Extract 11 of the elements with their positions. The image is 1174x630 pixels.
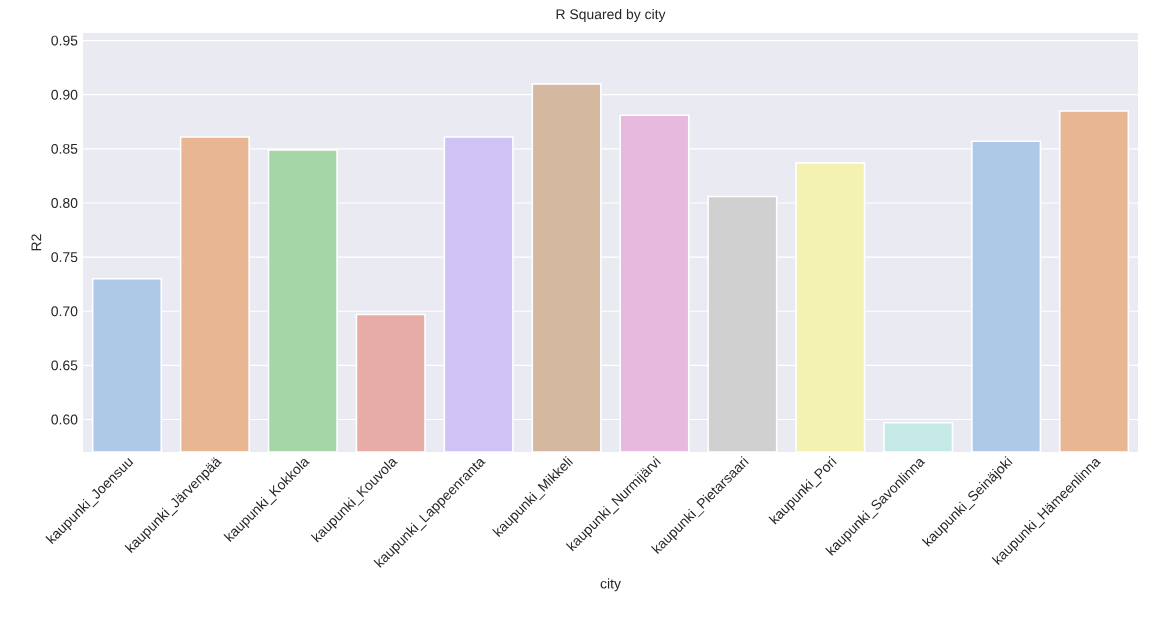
y-axis-title: R2	[31, 234, 42, 251]
y-tick-label: 0.70	[51, 306, 78, 317]
y-tick-label: 0.65	[51, 360, 78, 371]
y-tick-label: 0.85	[51, 143, 78, 154]
y-tick-label: 0.95	[51, 35, 78, 46]
y-tick-label: 0.75	[51, 252, 78, 263]
y-tick-label: 0.60	[51, 414, 78, 425]
y-tick-label: 0.80	[51, 198, 78, 208]
y-tick-label: 0.90	[51, 89, 78, 100]
chart-title: R Squared by city	[556, 8, 666, 22]
x-axis-title: city	[600, 578, 621, 592]
